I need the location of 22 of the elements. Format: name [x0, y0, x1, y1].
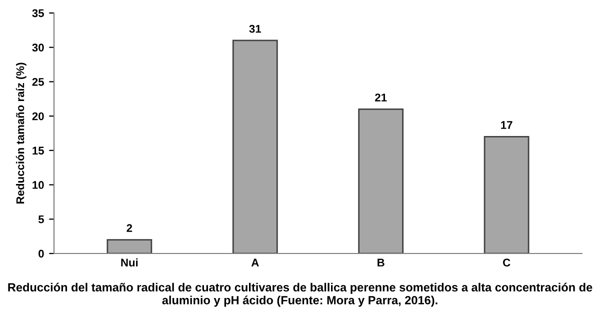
bar: [106, 239, 152, 254]
y-tick-label: 30: [32, 44, 44, 52]
y-tick-label: 35: [32, 9, 44, 18]
data-label: 17: [501, 121, 512, 129]
y-tick-label: 15: [32, 146, 44, 155]
y-tick-label: 0: [38, 250, 44, 258]
text: Reducción del tamaño radical de cuatro cultivares de ballica perenne sometidos a alta concentración de aluminio y pH ácido (Fuente: Mora y Parra, 2016).: [8, 282, 592, 307]
bar: [358, 108, 404, 254]
y-tick-label: 20: [32, 112, 44, 120]
y-tick-label: 25: [32, 78, 44, 86]
y-axis-title: Reducción tamaño raíz (%): [16, 62, 26, 204]
x-tick-label: A: [251, 258, 259, 266]
y-tick-label: 5: [38, 216, 44, 224]
x-tick-label: B: [378, 258, 384, 266]
y-tick-label: 10: [32, 181, 44, 189]
bar: [484, 136, 530, 254]
x-tick-label: C: [503, 258, 510, 267]
x-tick-label: Nui: [121, 258, 138, 267]
bar: [232, 40, 278, 254]
data-label: 2: [126, 224, 132, 232]
data-label: 21: [375, 94, 387, 102]
data-label: 31: [249, 24, 262, 33]
